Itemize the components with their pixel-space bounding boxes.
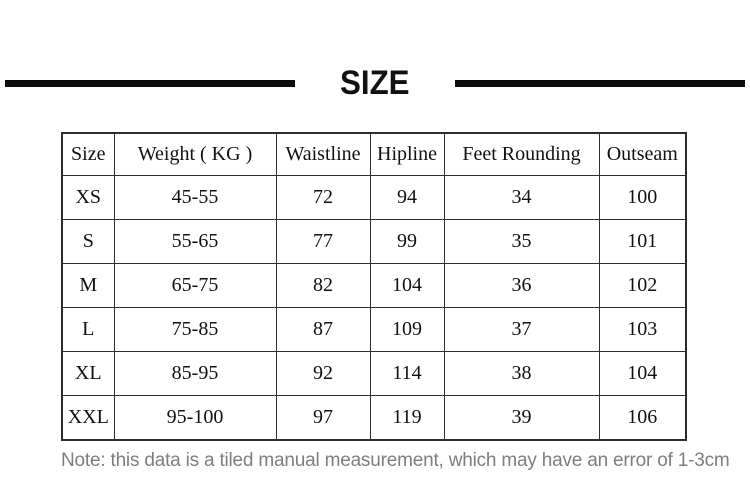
value-cell: 103 xyxy=(598,307,687,352)
title-left-rule xyxy=(5,79,296,87)
table-header-row: Size Weight ( KG ) Waistline Hipline Feet Ro… xyxy=(61,132,687,176)
size-cell: L xyxy=(61,307,115,352)
value-cell: 35 xyxy=(443,219,600,264)
column-header: Feet Rounding xyxy=(443,132,600,176)
column-header: Weight ( KG ) xyxy=(113,132,277,176)
value-cell: 75-85 xyxy=(113,307,277,352)
value-cell: 45-55 xyxy=(113,175,277,220)
table-body: XS 45-55 72 94 34 100 S 55-65 77 99 35 101 M 65-75 82 1… xyxy=(61,175,687,441)
measurement-note: Note: this data is a tiled manual measur… xyxy=(61,450,730,471)
value-cell: 104 xyxy=(369,263,445,308)
size-cell: XS xyxy=(61,175,115,220)
value-cell: 72 xyxy=(275,175,371,220)
column-header: Outseam xyxy=(598,132,687,176)
value-cell: 38 xyxy=(443,351,600,396)
value-cell: 65-75 xyxy=(113,263,277,308)
table-row: XXL 95-100 97 119 39 106 xyxy=(61,395,687,441)
value-cell: 77 xyxy=(275,219,371,264)
size-cell: XXL xyxy=(61,395,115,441)
value-cell: 82 xyxy=(275,263,371,308)
value-cell: 37 xyxy=(443,307,600,352)
table-row: L 75-85 87 109 37 103 xyxy=(61,307,687,352)
value-cell: 99 xyxy=(369,219,445,264)
size-table: Size Weight ( KG ) Waistline Hipline Feet Ro… xyxy=(61,132,687,441)
column-header: Waistline xyxy=(275,132,371,176)
size-cell: S xyxy=(61,219,115,264)
value-cell: 95-100 xyxy=(113,395,277,441)
table-row: XL 85-95 92 114 38 104 xyxy=(61,351,687,396)
value-cell: 119 xyxy=(369,395,445,441)
value-cell: 39 xyxy=(443,395,600,441)
title-right-rule xyxy=(454,79,746,87)
size-cell: M xyxy=(61,263,115,308)
value-cell: 55-65 xyxy=(113,219,277,264)
value-cell: 100 xyxy=(598,175,687,220)
column-header: Hipline xyxy=(369,132,445,176)
size-cell: XL xyxy=(61,351,115,396)
table-row: S 55-65 77 99 35 101 xyxy=(61,219,687,264)
value-cell: 102 xyxy=(598,263,687,308)
value-cell: 104 xyxy=(598,351,687,396)
value-cell: 101 xyxy=(598,219,687,264)
value-cell: 109 xyxy=(369,307,445,352)
table-row: M 65-75 82 104 36 102 xyxy=(61,263,687,308)
column-header: Size xyxy=(61,132,115,176)
table-row: XS 45-55 72 94 34 100 xyxy=(61,175,687,220)
value-cell: 87 xyxy=(275,307,371,352)
value-cell: 34 xyxy=(443,175,600,220)
value-cell: 36 xyxy=(443,263,600,308)
value-cell: 92 xyxy=(275,351,371,396)
value-cell: 106 xyxy=(598,395,687,441)
value-cell: 85-95 xyxy=(113,351,277,396)
value-cell: 97 xyxy=(275,395,371,441)
title-section: SIZE xyxy=(0,66,750,100)
page-title: SIZE xyxy=(340,64,410,102)
value-cell: 114 xyxy=(369,351,445,396)
value-cell: 94 xyxy=(369,175,445,220)
